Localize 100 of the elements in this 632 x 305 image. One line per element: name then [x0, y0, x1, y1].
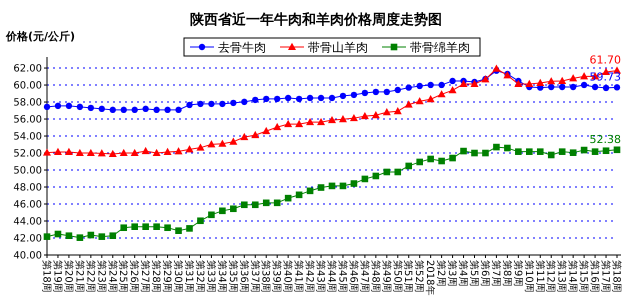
legend-label: 带骨山羊肉 — [308, 40, 368, 54]
point — [43, 148, 51, 156]
x-tick-label: 第35周 — [226, 260, 239, 293]
x-tick-label: 第29周 — [161, 260, 174, 293]
point — [350, 92, 358, 98]
point — [394, 168, 402, 176]
x-tick-label: 第46周 — [347, 260, 360, 293]
x-tick-label: 第28周 — [150, 260, 162, 293]
y-tick-label: 44.00 — [13, 216, 42, 228]
x-tick-label: 第21周 — [73, 260, 86, 293]
x-tick-label: 第23周 — [95, 260, 108, 293]
point — [362, 90, 368, 96]
chart-title: 陕西省近一年牛肉和羊肉价格周度走势图 — [190, 11, 442, 28]
point — [251, 130, 260, 138]
x-tick-label: 第39周 — [270, 260, 283, 293]
point — [525, 80, 534, 87]
point — [208, 212, 215, 218]
x-tick-label: 第27周 — [139, 260, 152, 293]
x-tick-label: 第45周 — [336, 260, 348, 293]
point — [186, 145, 194, 152]
y-axis-title: 价格(元/公斤) — [5, 30, 76, 43]
annotation: 52.38 — [590, 132, 621, 146]
point — [186, 225, 193, 232]
point — [460, 148, 467, 154]
x-tick-label: 第16周 — [588, 260, 601, 293]
x-tick-label: 第26周 — [128, 260, 140, 293]
point — [493, 144, 500, 150]
x-tick-label: 第11周 — [534, 260, 546, 293]
x-tick-label: 第10周 — [522, 260, 535, 293]
point — [44, 233, 50, 240]
point — [318, 184, 324, 191]
point — [471, 150, 478, 156]
point — [131, 106, 138, 114]
point — [164, 224, 171, 232]
point — [110, 106, 116, 114]
point — [131, 223, 138, 230]
point — [372, 172, 380, 180]
point — [384, 168, 390, 176]
point — [360, 112, 369, 120]
point — [449, 154, 456, 162]
point — [504, 144, 511, 152]
point — [306, 118, 314, 126]
point — [372, 111, 380, 118]
point — [296, 192, 302, 198]
point — [284, 94, 292, 102]
x-tick-label: 第19周 — [51, 260, 64, 293]
x-tick-label: 第38周 — [260, 260, 272, 293]
point — [328, 116, 336, 124]
point — [54, 102, 62, 110]
point — [86, 148, 95, 156]
point — [514, 80, 522, 87]
point — [120, 224, 128, 232]
x-tick-label: 第5周 — [468, 260, 480, 286]
point — [438, 158, 445, 164]
x-tick-label: 第4周 — [457, 260, 470, 286]
point — [570, 84, 576, 90]
point — [449, 78, 456, 84]
point — [306, 94, 314, 102]
x-tick-label: 第48周 — [369, 260, 382, 293]
point — [76, 148, 84, 156]
point — [88, 104, 94, 112]
x-tick-label: 第17周 — [600, 260, 612, 293]
point — [405, 162, 412, 170]
y-tick-label: 52.00 — [13, 148, 42, 160]
point — [592, 84, 598, 90]
point — [153, 106, 160, 114]
x-tick-label: 2018年 — [424, 260, 436, 296]
point — [318, 94, 324, 102]
point — [340, 182, 346, 190]
point — [416, 97, 424, 104]
x-tick-label: 第50周 — [391, 260, 404, 293]
point — [196, 143, 204, 151]
point — [252, 201, 259, 208]
point — [109, 232, 116, 240]
x-tick-label: 第52周 — [413, 260, 426, 293]
point — [548, 152, 555, 158]
x-tick-label: 第18周 — [610, 260, 622, 293]
point — [558, 148, 566, 155]
x-tick-label: 第7周 — [490, 260, 502, 286]
x-tick-label: 第49周 — [380, 260, 392, 293]
point — [460, 80, 468, 87]
point — [273, 122, 282, 130]
point — [54, 230, 62, 238]
point — [64, 148, 73, 156]
x-tick-label: 第12周 — [544, 260, 557, 293]
point — [230, 100, 237, 106]
y-tick-label: 46.00 — [13, 200, 42, 211]
y-tick-label: 42.00 — [13, 234, 42, 245]
x-tick-label: 第37周 — [248, 260, 261, 293]
y-tick-label: 48.00 — [13, 182, 42, 194]
legend-label: 去骨牛肉 — [218, 40, 266, 54]
point — [404, 100, 413, 108]
point — [229, 138, 238, 145]
point — [416, 158, 423, 166]
point — [614, 84, 620, 91]
point — [142, 146, 150, 154]
point — [164, 148, 172, 156]
point — [614, 146, 620, 154]
point — [384, 88, 390, 96]
point — [88, 232, 94, 238]
